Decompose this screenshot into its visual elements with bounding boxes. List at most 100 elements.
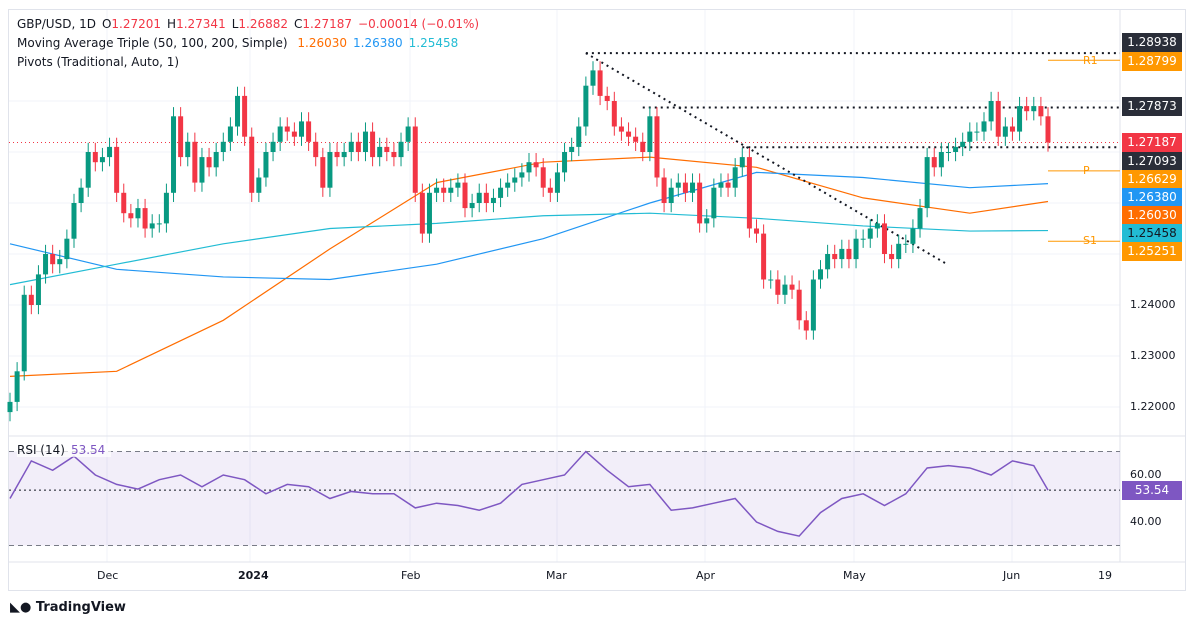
candle-body: [711, 187, 717, 219]
candle-body: [419, 192, 425, 234]
open-value: 1.27201: [111, 17, 162, 31]
candle-body: [391, 152, 397, 158]
candle-body: [569, 146, 575, 152]
candle-body: [725, 182, 731, 188]
s1-label: S1: [1083, 234, 1097, 247]
candle-body: [910, 228, 916, 244]
low-value: 1.26882: [238, 17, 289, 31]
candle-body: [142, 208, 148, 229]
level-tag-2: 1.27873: [1122, 97, 1182, 116]
candle-body: [35, 274, 41, 305]
candle-body: [896, 243, 902, 260]
candle-body: [626, 131, 632, 137]
candle-body: [107, 146, 113, 158]
candle-body: [362, 131, 368, 152]
candle-body: [803, 320, 809, 331]
candle-body: [576, 126, 582, 147]
candle-body: [618, 126, 624, 132]
time-tick: Apr: [696, 569, 716, 582]
time-tick: 2024: [238, 569, 269, 582]
s1-tag: 1.25251: [1122, 242, 1182, 261]
candle-body: [235, 95, 241, 127]
candle-body: [242, 95, 248, 137]
candle-body: [199, 157, 205, 183]
candle-body: [227, 126, 233, 142]
candle-body: [647, 116, 653, 152]
pivots-legend[interactable]: Pivots (Traditional, Auto, 1): [17, 55, 185, 69]
time-tick: Dec: [97, 569, 119, 582]
symbol-label: GBP/USD, 1D: [17, 17, 96, 31]
candle-body: [85, 152, 91, 188]
candle-body: [178, 116, 184, 158]
candle-body: [519, 172, 525, 178]
rsi-title: RSI (14): [17, 443, 65, 457]
candle-body: [903, 243, 909, 245]
rsi-line: [9, 450, 1049, 537]
candle-body: [498, 187, 504, 198]
rsi-legend[interactable]: RSI (14) 53.54: [17, 443, 112, 457]
candle-body: [71, 203, 77, 239]
high-label: H: [167, 17, 177, 31]
candle-body: [43, 254, 49, 275]
candle-body: [1009, 126, 1015, 132]
candle-body: [675, 182, 681, 188]
candle-body: [348, 141, 354, 152]
candle-body: [718, 182, 724, 188]
candle-body: [739, 157, 745, 168]
candle-body: [746, 157, 752, 229]
candle-body: [505, 182, 511, 188]
price-tick: 1.22000: [1130, 400, 1176, 413]
candle-body: [163, 192, 169, 224]
candle-body: [114, 146, 120, 193]
candle-body: [938, 152, 944, 168]
candle-body: [974, 131, 980, 133]
candle-body: [690, 182, 696, 193]
candle-body: [398, 141, 404, 158]
candle-body: [7, 401, 13, 413]
candle-body: [881, 223, 887, 254]
ma-title: Moving Average Triple (50, 100, 200, Sim…: [17, 36, 288, 50]
candle-body: [775, 279, 781, 295]
rsi-value: 53.54: [70, 443, 106, 457]
ma200-line: [9, 212, 1049, 286]
candle-body: [547, 187, 553, 193]
candle-body: [768, 279, 774, 281]
candle-body: [334, 152, 340, 158]
candle-body: [320, 157, 326, 188]
tradingview-logo[interactable]: ◣● TradingView: [10, 600, 126, 615]
candle-body: [1045, 116, 1051, 143]
candle-body: [661, 177, 667, 203]
candle-body: [277, 126, 283, 142]
candle-body: [682, 182, 688, 193]
candle-body: [554, 172, 560, 193]
time-tick: Feb: [401, 569, 421, 582]
ma-legend[interactable]: Moving Average Triple (50, 100, 200, Sim…: [17, 36, 464, 50]
candle-body: [462, 182, 468, 209]
candle-body: [611, 101, 617, 127]
rsi-tick: 40.00: [1130, 515, 1162, 528]
candle-body: [654, 116, 660, 178]
candle-body: [704, 218, 710, 224]
candle-body: [171, 116, 177, 193]
candle-body: [455, 182, 461, 188]
candle-body: [249, 136, 255, 193]
candle-body: [341, 152, 347, 158]
level-tag-3: 1.27093: [1122, 152, 1182, 171]
candle-body: [426, 192, 432, 234]
candle-body: [924, 157, 930, 209]
pivots-title: Pivots (Traditional, Auto, 1): [17, 55, 180, 69]
candle-body: [995, 101, 1001, 137]
close-value: 1.27187: [302, 17, 353, 31]
candle-body: [1017, 106, 1023, 132]
candle-body: [441, 187, 447, 193]
time-tick: Mar: [546, 569, 567, 582]
time-tick: May: [843, 569, 866, 582]
r1-tag: 1.28799: [1122, 52, 1182, 71]
candle-body: [64, 238, 70, 260]
candle-body: [540, 167, 546, 188]
candle-body: [469, 203, 475, 209]
candle-body: [782, 284, 788, 295]
price-tick: 1.24000: [1130, 298, 1176, 311]
candle-body: [597, 70, 603, 96]
